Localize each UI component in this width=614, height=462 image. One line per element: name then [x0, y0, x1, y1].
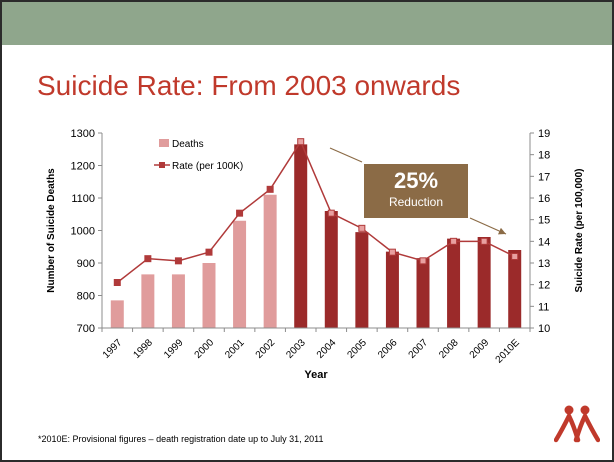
rate-point-1997	[113, 279, 121, 286]
x-axis-title: Year	[304, 369, 328, 381]
header-bar	[2, 2, 612, 45]
x-tick-label: 2005	[345, 337, 369, 361]
x-tick-label: 2010E	[494, 337, 522, 365]
y2-tick-label: 14	[538, 236, 550, 248]
y-axis-title: Number of Suicide Deaths	[46, 168, 57, 293]
y2-tick-label: 12	[538, 280, 550, 292]
x-tick-label: 2003	[284, 337, 308, 361]
legend-marker-rate	[159, 162, 165, 168]
bar-2002	[263, 194, 277, 328]
rate-point-2004	[327, 209, 335, 217]
rate-line	[116, 140, 516, 284]
rate-point-2001	[236, 209, 244, 217]
combo-chart: 700 800 900 1000 1100 1200 1300 10 11 12 13 14 15 16 1…	[46, 128, 585, 381]
x-tick-label: 2006	[376, 337, 400, 361]
logo-icon	[554, 405, 600, 443]
x-tick-label: 2009	[468, 337, 492, 361]
rate-point-2007	[419, 257, 427, 265]
y2-tick-label: 17	[538, 171, 550, 183]
x-tick-label: 2002	[254, 337, 278, 361]
rate-point-2006	[388, 248, 396, 256]
y-tick-label: 700	[77, 323, 95, 335]
rate-point-2005	[358, 224, 366, 232]
y2-tick-label: 16	[538, 193, 550, 205]
legend-swatch-deaths	[159, 139, 169, 147]
x-tick-label: 1998	[131, 337, 155, 361]
y-tick-label: 1300	[71, 128, 95, 140]
bar-2001	[233, 220, 247, 328]
callout-arrow-end	[469, 217, 507, 235]
y2-tick-label: 11	[538, 301, 549, 313]
bar-2006	[385, 251, 399, 328]
x-tick-label: 2004	[315, 337, 339, 361]
rate-point-1998	[144, 255, 152, 263]
bar-1997	[110, 300, 124, 328]
bar-2003	[294, 144, 308, 328]
y2-tick-label: 10	[538, 323, 550, 335]
y2-axis-title: Suicide Rate (per 100,000)	[574, 169, 585, 293]
y2-tick-label: 15	[538, 215, 550, 227]
callout-label: Reduction	[388, 195, 444, 209]
bar-2010E	[508, 250, 522, 328]
rate-point-1999	[174, 257, 182, 265]
y-tick-label: 1200	[71, 161, 95, 173]
footnote: *2010E: Provisional figures – death regi…	[38, 434, 324, 444]
rate-point-2010E	[511, 253, 519, 260]
rate-point-2009	[480, 237, 488, 245]
callout-value: 25%	[393, 168, 439, 193]
callout-arrow-start	[329, 147, 363, 163]
bar-2007	[416, 258, 430, 328]
bar-2009	[477, 237, 491, 328]
y-tick-label: 800	[77, 291, 95, 303]
x-tick-label: 1999	[162, 337, 186, 361]
rate-point-2000	[205, 248, 213, 256]
legend-label-rate: Rate (per 100K)	[172, 161, 243, 172]
bar-2005	[355, 232, 369, 328]
reduction-callout: 25% Reduction	[364, 164, 468, 218]
x-tick-label: 2008	[437, 337, 461, 361]
x-tick-label: 2001	[223, 337, 247, 361]
x-tick-label: 2000	[193, 337, 217, 361]
x-tick-label: 1997	[101, 337, 125, 361]
bar-2004	[324, 211, 338, 328]
rate-point-2008	[450, 237, 458, 245]
x-tick-label: 2007	[407, 337, 431, 361]
y-tick-label: 1000	[71, 226, 95, 238]
bar-1999	[171, 274, 185, 328]
y-tick-label: 1100	[71, 193, 95, 205]
slide-title: Suicide Rate: From 2003 onwards	[37, 70, 461, 101]
y2-tick-label: 13	[538, 258, 550, 270]
y2-tick-label: 19	[538, 128, 550, 140]
bar-2000	[202, 263, 216, 328]
legend-label-deaths: Deaths	[172, 139, 204, 150]
rate-point-2003	[297, 138, 305, 146]
y2-tick-label: 18	[538, 150, 550, 162]
bar-1998	[141, 274, 155, 328]
y-tick-label: 900	[77, 258, 95, 270]
bar-2008	[447, 238, 461, 328]
rate-point-2002	[266, 185, 274, 193]
